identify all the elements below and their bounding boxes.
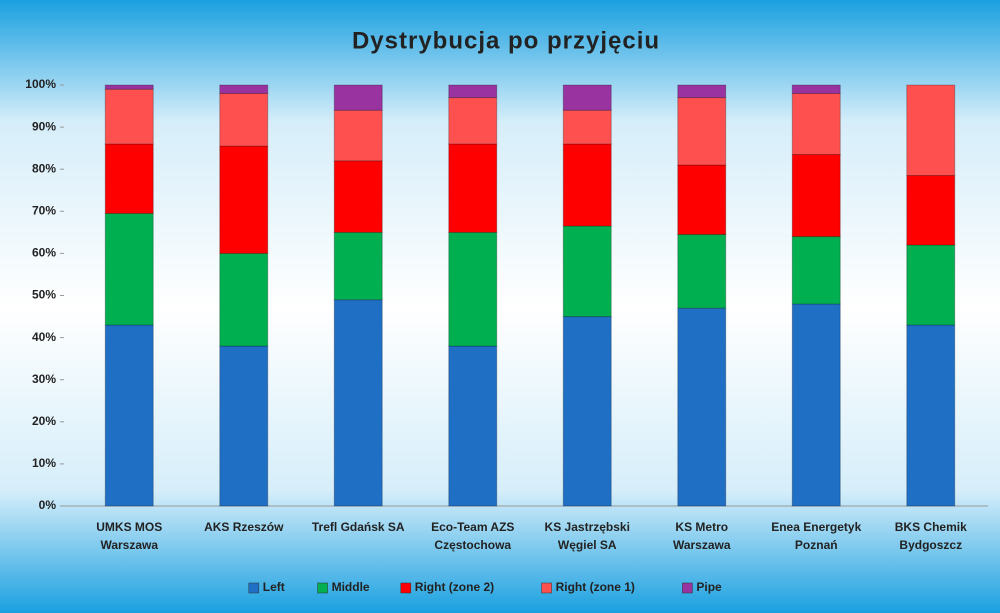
bar-segment xyxy=(677,164,727,235)
bar-segment xyxy=(677,307,727,507)
bar-segment xyxy=(906,175,956,246)
x-tick-label: KS Metro Warszawa xyxy=(673,520,731,552)
legend-label: Left xyxy=(263,580,285,594)
bar-segment xyxy=(562,316,612,507)
bar-segment xyxy=(562,143,612,227)
bar-segment xyxy=(448,97,498,145)
legend-label: Right (zone 1) xyxy=(556,580,635,594)
x-tick-label: Eco-Team AZS Częstochowa xyxy=(431,520,514,552)
bar-segment xyxy=(333,160,383,233)
bar-segment xyxy=(791,92,841,155)
y-tick-label: 10% xyxy=(32,456,56,470)
bar-segment xyxy=(791,153,841,238)
x-tick-label: Trefl Gdańsk SA xyxy=(312,520,405,534)
y-tick-label: 50% xyxy=(32,288,56,302)
legend-swatch xyxy=(541,582,552,594)
legend-label: Middle xyxy=(332,580,370,594)
bar-segment xyxy=(791,303,841,507)
bar-segment xyxy=(562,225,612,318)
bar-segment xyxy=(104,143,154,214)
bar-segment xyxy=(104,84,154,90)
x-tick-label: AKS Rzeszów xyxy=(204,520,284,534)
bar-segment xyxy=(333,299,383,507)
x-tick-label: UMKS MOS Warszawa xyxy=(96,520,162,552)
x-tick-label: BKS Chemik Bydgoszcz xyxy=(895,520,967,552)
bar-segment xyxy=(906,244,956,326)
bar-segment xyxy=(219,92,269,147)
x-tick-label: Enea Energetyk Poznań xyxy=(771,520,861,552)
bar-segment xyxy=(448,143,498,233)
bar-segment xyxy=(677,84,727,99)
bar-segment xyxy=(906,84,956,177)
legend-swatch xyxy=(317,582,328,594)
bar-segment xyxy=(677,97,727,166)
y-tick-label: 40% xyxy=(32,330,56,344)
bar-segment xyxy=(448,231,498,347)
y-tick-label: 60% xyxy=(32,246,56,260)
bar-segment xyxy=(219,84,269,94)
legend-label: Right (zone 2) xyxy=(415,580,494,594)
bar-segment xyxy=(333,231,383,301)
y-tick-label: 30% xyxy=(32,372,56,386)
bar-segment xyxy=(562,84,612,111)
bar-segment xyxy=(906,324,956,507)
bar-segment xyxy=(448,84,498,99)
y-tick-label: 0% xyxy=(39,498,57,512)
bar-segment xyxy=(219,252,269,347)
y-tick-label: 90% xyxy=(32,119,56,133)
y-tick-label: 80% xyxy=(32,161,56,175)
bar-segment xyxy=(562,109,612,145)
bar-segment xyxy=(333,109,383,162)
chart-title: Dystrybucja po przyjęciu xyxy=(352,27,660,54)
x-tick-label: KS Jastrzębski Węgiel SA xyxy=(545,520,630,552)
bar-segment xyxy=(791,84,841,94)
y-tick-label: 70% xyxy=(32,203,56,217)
bar-segment xyxy=(448,345,498,507)
bar-segment xyxy=(677,233,727,309)
legend-swatch xyxy=(400,582,412,594)
bar-segment xyxy=(104,88,154,145)
bar-segment xyxy=(333,84,383,111)
bar-segment xyxy=(791,236,841,305)
legend-swatch xyxy=(682,582,693,594)
y-tick-label: 20% xyxy=(32,414,56,428)
legend-swatch xyxy=(248,582,260,594)
bar-segment xyxy=(219,145,269,254)
bar-segment xyxy=(104,324,154,507)
y-tick-label: 100% xyxy=(25,77,56,91)
bar-segment xyxy=(104,212,154,326)
bar-segment xyxy=(219,345,269,507)
legend-label: Pipe xyxy=(696,580,722,594)
